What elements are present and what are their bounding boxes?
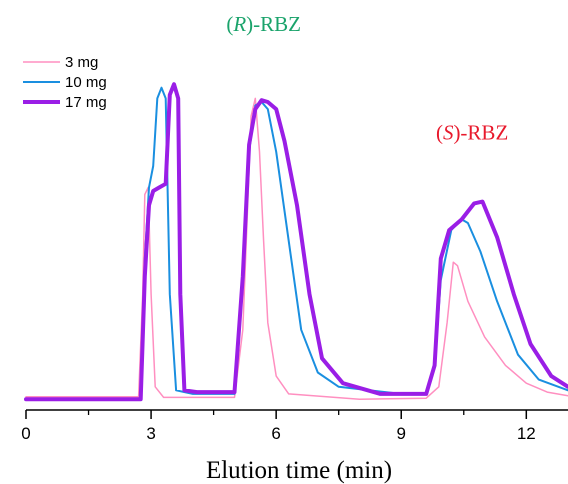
x-tick-label: 0 [21, 424, 30, 443]
plot-lines [24, 82, 568, 402]
legend: 3 mg 10 mg 17 mg [23, 54, 107, 111]
x-tick-label: 12 [517, 424, 536, 443]
x-axis-title: Elution time (min) [206, 457, 392, 484]
peak-label: (R)-RBZ [226, 12, 301, 36]
series-line-1 [25, 86, 568, 401]
x-axis: 0 3 6 9 12 [21, 409, 568, 443]
legend-entry: 10 mg [65, 74, 107, 91]
x-tick-label: 3 [146, 424, 155, 443]
legend-entry: 17 mg [65, 94, 107, 111]
x-tick-label: 6 [271, 424, 280, 443]
legend-entry: 3 mg [65, 54, 98, 71]
series-line-2 [24, 82, 568, 402]
peak-label: (S)-RBZ [436, 120, 508, 144]
x-tick-label: 9 [396, 424, 405, 443]
series-line-0 [25, 97, 568, 400]
annotations: (R)-RBZ (S)-RBZ [226, 12, 508, 145]
